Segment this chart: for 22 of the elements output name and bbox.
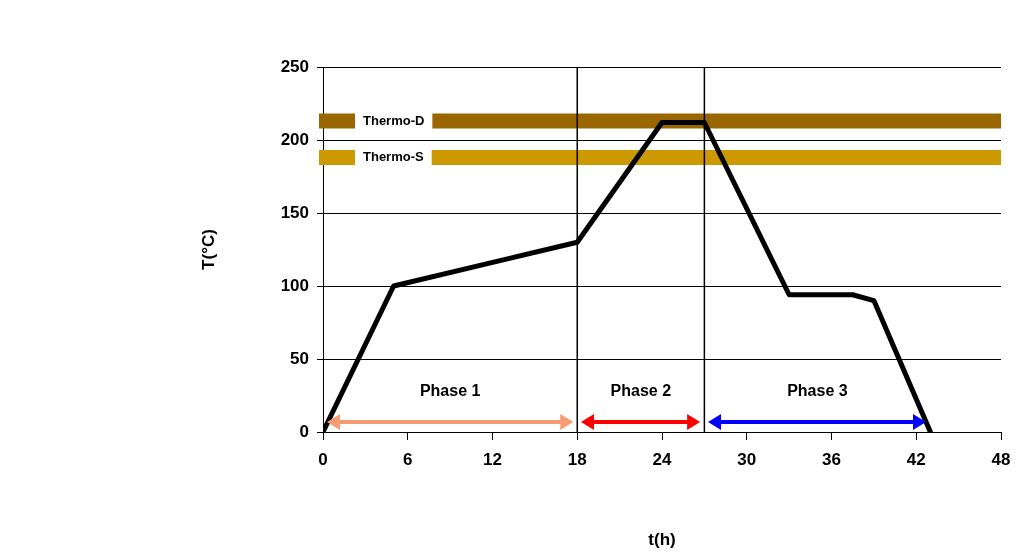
y-tick-label: 150 [280, 202, 309, 222]
y-tick-label: 50 [290, 348, 309, 368]
x-tick-label: 24 [652, 449, 672, 469]
annotation: Phase 3 [787, 382, 848, 400]
y-tick-label: 100 [280, 275, 309, 295]
annotation: Phase 2 [610, 382, 672, 400]
x-tick-label: 12 [483, 449, 502, 469]
ref-line-label: Thermo-S [363, 149, 424, 165]
x-tick-label: 30 [737, 449, 757, 469]
annotation: Phase 1 [419, 382, 481, 400]
y-tick-label: 250 [280, 56, 309, 76]
x-tick-label: 6 [403, 449, 413, 469]
ref-line-label: Thermo-D [363, 112, 425, 128]
x-tick-label: 18 [567, 449, 587, 469]
y-tick-label: 200 [280, 129, 309, 149]
x-tick-label: 36 [822, 449, 841, 469]
x-tick-label: 42 [906, 449, 926, 469]
y-axis-title: T(°C) [198, 229, 218, 270]
y-tick-label: 0 [299, 421, 309, 441]
x-tick-label: 0 [318, 449, 328, 469]
x-tick-label: 48 [991, 449, 1011, 469]
x-axis-title: t(h) [648, 530, 676, 550]
